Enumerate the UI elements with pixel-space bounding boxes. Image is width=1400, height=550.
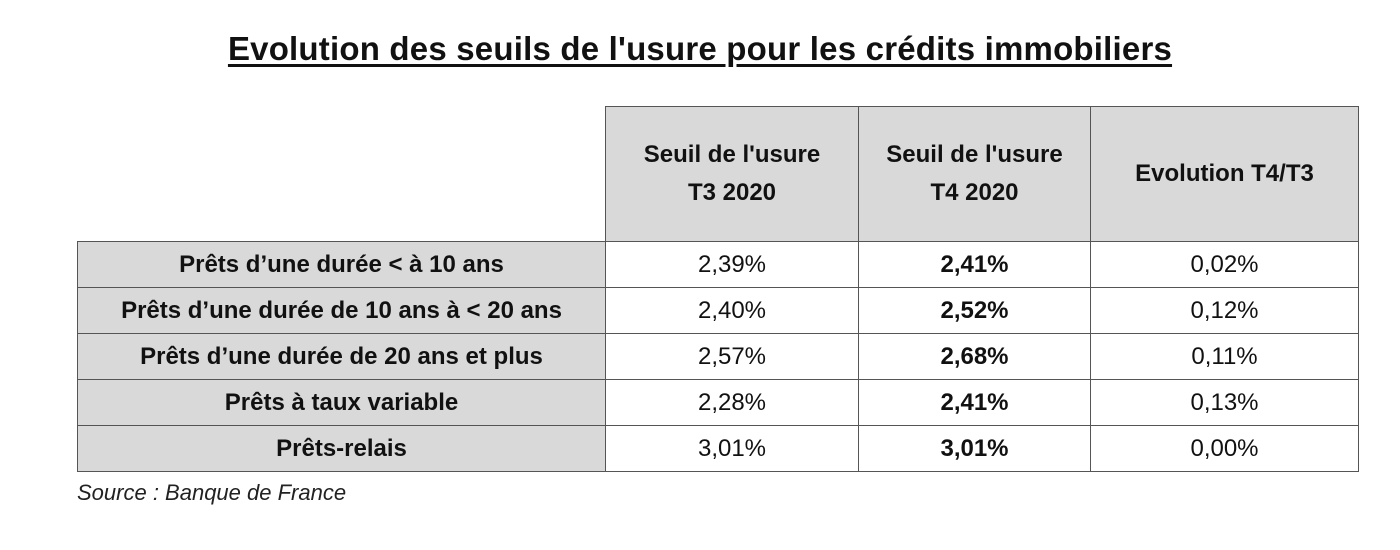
row-label: Prêts-relais [77,425,606,472]
row-label: Prêts d’une durée de 20 ans et plus [77,333,606,380]
column-header-t4: Seuil de l'usure T4 2020 [858,106,1091,242]
table-row: Prêts-relais 3,01% 3,01% 0,00% [77,425,1359,472]
cell-t4-value: 2,52% [858,287,1091,334]
cell-evolution-value: 0,13% [1090,379,1359,426]
source-note: Source : Banque de France [77,480,347,505]
cell-t4-value: 2,41% [858,241,1091,288]
cell-t3-value: 3,01% [605,425,859,472]
table-row: Prêts à taux variable 2,28% 2,41% 0,13% [77,379,1359,426]
table-row: Prêts d’une durée de 10 ans à < 20 ans 2… [77,287,1359,334]
column-header-t3-line2: T3 2020 [687,179,777,206]
column-header-t3-line1: Seuil de l'usure [643,141,821,168]
table-header-row: Seuil de l'usure T3 2020 Seuil de l'usur… [77,106,1359,242]
column-header-evolution-label: Evolution T4/T3 [1135,160,1314,187]
row-label: Prêts d’une durée de 10 ans à < 20 ans [77,287,606,334]
column-header-evolution: Evolution T4/T3 [1090,106,1359,242]
row-label: Prêts à taux variable [77,379,606,426]
cell-evolution-value: 0,00% [1090,425,1359,472]
table-row: Prêts d’une durée < à 10 ans 2,39% 2,41%… [77,241,1359,288]
cell-evolution-value: 0,12% [1090,287,1359,334]
chart-title: Evolution des seuils de l'usure pour les… [227,30,1173,67]
usury-rates-table: Seuil de l'usure T3 2020 Seuil de l'usur… [77,106,1359,472]
cell-t4-value: 2,68% [858,333,1091,380]
cell-t3-value: 2,39% [605,241,859,288]
cell-evolution-value: 0,02% [1090,241,1359,288]
column-header-t4-line1: Seuil de l'usure [886,141,1063,168]
cell-t3-value: 2,40% [605,287,859,334]
table-row: Prêts d’une durée de 20 ans et plus 2,57… [77,333,1359,380]
column-header-t4-line2: T4 2020 [930,179,1019,206]
cell-t4-value: 2,41% [858,379,1091,426]
cell-t4-value: 3,01% [858,425,1091,472]
cell-t3-value: 2,57% [605,333,859,380]
cell-t3-value: 2,28% [605,379,859,426]
cell-evolution-value: 0,11% [1090,333,1359,380]
table-corner-cell [77,106,606,242]
row-label: Prêts d’une durée < à 10 ans [77,241,606,288]
column-header-t3: Seuil de l'usure T3 2020 [605,106,859,242]
